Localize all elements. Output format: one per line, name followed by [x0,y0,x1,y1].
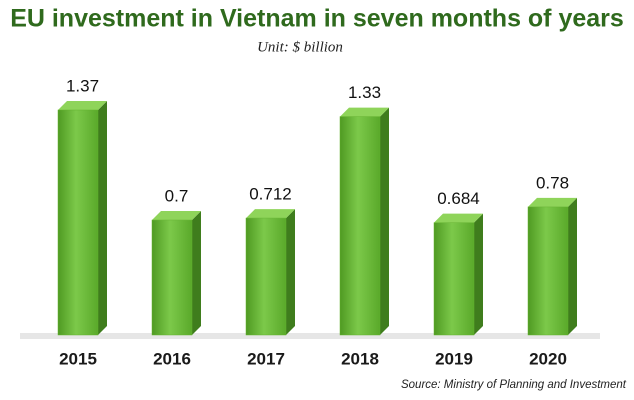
bar [57,109,99,336]
value-label: 0.7 [165,187,189,206]
value-label: 1.33 [348,83,381,102]
value-label: 1.37 [66,76,99,95]
bar-side [380,107,389,336]
source: Source: Ministry of Planning and Investm… [401,379,627,391]
x-tick-label: 2019 [435,349,473,368]
bar-side [474,213,483,335]
bar-side [568,197,577,335]
bar [245,217,287,336]
chart-subtitle: Unit: $ billion [257,39,343,55]
x-tick-label: 2018 [341,349,379,368]
x-tick-label: 2017 [247,349,285,368]
bar [339,116,381,336]
x-tick-label: 2015 [59,349,97,368]
bar [527,206,569,336]
x-tick-label: 2016 [153,349,191,368]
bar-top [152,211,201,221]
value-label: 0.684 [437,189,480,208]
bar-top [528,197,577,207]
bar-side [286,209,295,335]
value-label: 0.78 [536,173,569,192]
bar-side [98,101,107,335]
x-tick-label: 2020 [529,349,567,368]
value-label: 0.712 [249,185,292,204]
chart-title: EU investment in Vietnam in seven months… [10,5,624,33]
ground [20,333,600,339]
bar-top [434,213,483,223]
bar [433,222,475,336]
bar-side [192,211,201,335]
bar-top [246,209,295,219]
bar [151,219,193,336]
bar-top [58,101,107,110]
bar-top [340,107,389,117]
